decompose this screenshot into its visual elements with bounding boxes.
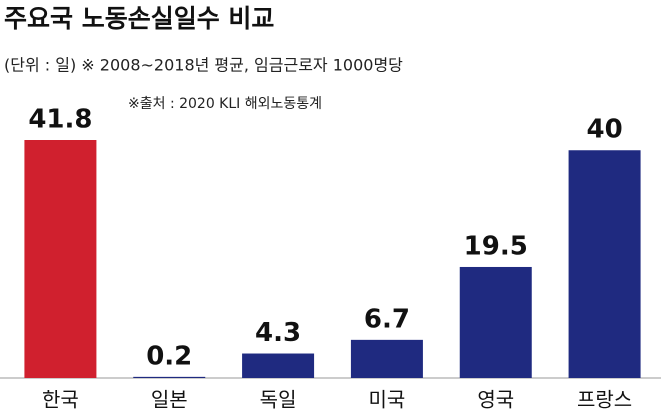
chart-subtitle: (단위 : 일) ※ 2008~2018년 평균, 임금근로자 1000명당 — [4, 56, 403, 75]
x-tick-label: 한국 — [42, 388, 79, 412]
bar — [568, 150, 641, 378]
bar — [242, 353, 315, 378]
bar — [133, 376, 206, 378]
bar — [350, 339, 423, 378]
bar — [459, 266, 532, 378]
value-label: 0.2 — [146, 341, 192, 371]
chart-title: 주요국 노동손실일수 비교 — [4, 4, 274, 33]
value-label: 41.8 — [28, 105, 92, 135]
x-tick-label: 미국 — [369, 388, 406, 412]
bar — [24, 140, 97, 378]
value-label: 40 — [586, 115, 622, 145]
value-label: 19.5 — [464, 231, 528, 261]
x-tick-label: 프랑스 — [577, 388, 632, 412]
x-tick-label: 일본 — [151, 388, 188, 412]
value-label: 6.7 — [364, 304, 410, 334]
x-tick-label: 독일 — [260, 388, 297, 412]
chart-source: ※출처 : 2020 KLI 해외노동통계 — [128, 96, 322, 112]
x-tick-label: 영국 — [477, 388, 514, 412]
value-label: 4.3 — [255, 318, 301, 348]
